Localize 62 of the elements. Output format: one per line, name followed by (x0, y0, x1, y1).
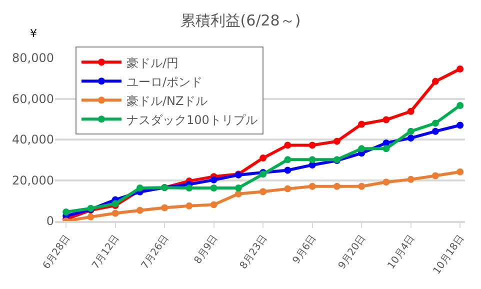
point (161, 204, 168, 212)
x-tick-label: 7月12日 (90, 233, 122, 272)
x-tick-label: 8月23日 (238, 233, 270, 272)
point (234, 190, 242, 198)
x-tick-label: 10月4日 (386, 233, 418, 272)
point (456, 168, 464, 176)
y-axis-title: ¥ (30, 27, 37, 40)
point (284, 166, 292, 174)
point (186, 184, 193, 192)
point (284, 156, 292, 164)
point (284, 142, 292, 149)
point (358, 120, 366, 128)
point (260, 154, 267, 162)
chart-title: 累積利益(6/28～) (180, 11, 301, 30)
point (210, 176, 218, 184)
point (407, 176, 414, 183)
point (333, 182, 340, 190)
legend-label: ナスダック100トリプル (126, 112, 258, 127)
legend-label: 豪ドル/円 (126, 56, 179, 70)
point (407, 128, 414, 135)
point (358, 145, 366, 152)
point (308, 142, 316, 149)
x-tick-label: 8月9日 (192, 233, 220, 266)
y-tick-label: 60,000 (12, 92, 54, 106)
point (136, 206, 144, 214)
point (136, 184, 144, 192)
x-tick-label: 10月18日 (432, 233, 467, 277)
point (456, 66, 464, 72)
x-tick-label: 7月26日 (140, 233, 172, 272)
point (432, 78, 439, 85)
point (210, 201, 218, 208)
point (456, 102, 464, 109)
point (407, 134, 414, 142)
point (407, 108, 414, 115)
point (87, 213, 94, 220)
legend-label: 豪ドル/NZドル (126, 94, 208, 108)
point (234, 184, 242, 192)
x-tick-label: 6月28日 (41, 233, 73, 272)
point (358, 182, 366, 190)
y-tick-label: 0 (46, 214, 54, 228)
point (260, 188, 267, 196)
point (112, 210, 119, 217)
point (382, 116, 390, 124)
point (432, 172, 439, 180)
point (432, 128, 439, 135)
x-tick-label: 9月6日 (291, 233, 319, 266)
y-tick-label: 20,000 (12, 173, 54, 188)
point (333, 138, 340, 145)
point (382, 145, 390, 152)
point (456, 122, 464, 129)
legend-label: ユーロ/ポンド (126, 74, 203, 89)
point (210, 184, 218, 192)
point (62, 208, 70, 216)
point (186, 202, 193, 210)
point (284, 185, 292, 192)
y-tick-label: 40,000 (12, 132, 54, 147)
y-tick-label: 80,000 (12, 51, 54, 66)
point (382, 178, 390, 186)
x-tick-label: 9月20日 (336, 233, 368, 272)
point (308, 182, 316, 190)
point (308, 156, 316, 164)
point (432, 120, 439, 127)
